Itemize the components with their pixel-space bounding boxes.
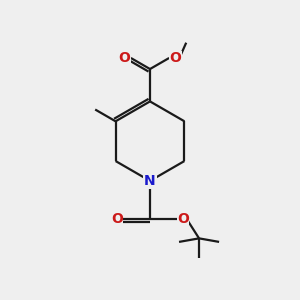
Text: O: O <box>111 212 123 226</box>
Text: N: N <box>144 174 156 188</box>
Text: O: O <box>177 212 189 226</box>
Text: O: O <box>170 51 182 65</box>
Text: O: O <box>118 51 130 65</box>
